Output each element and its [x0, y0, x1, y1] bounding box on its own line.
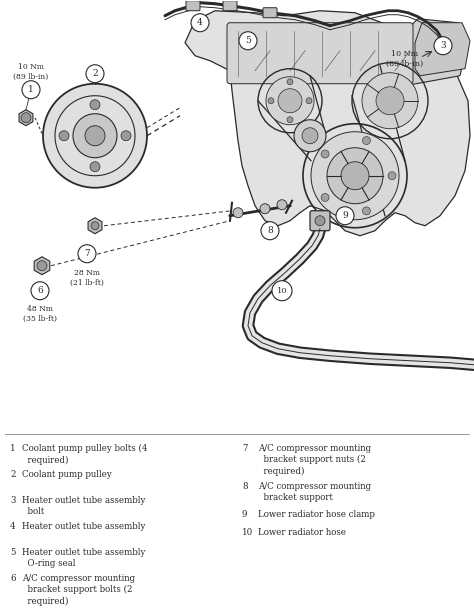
Text: 6: 6 [37, 286, 43, 295]
Text: Coolant pump pulley bolts (4
  required): Coolant pump pulley bolts (4 required) [22, 444, 147, 465]
Text: 48 Nm
(35 lb-ft): 48 Nm (35 lb-ft) [23, 305, 57, 323]
Circle shape [327, 147, 383, 204]
Circle shape [91, 222, 99, 230]
Circle shape [306, 98, 312, 103]
Text: 5: 5 [10, 548, 16, 557]
Circle shape [191, 13, 209, 32]
Text: Lower radiator hose clamp: Lower radiator hose clamp [258, 510, 375, 519]
Circle shape [37, 261, 47, 271]
Text: 3: 3 [10, 496, 15, 505]
Circle shape [341, 162, 369, 190]
Polygon shape [88, 218, 102, 234]
Text: 5: 5 [245, 36, 251, 45]
Circle shape [261, 222, 279, 240]
Circle shape [321, 193, 329, 201]
Text: 3: 3 [440, 41, 446, 50]
Circle shape [268, 98, 274, 103]
Text: A/C compressor mounting
  bracket support: A/C compressor mounting bracket support [258, 482, 371, 502]
Text: 10: 10 [277, 287, 287, 295]
Text: 6: 6 [10, 574, 16, 583]
Circle shape [278, 89, 302, 113]
Circle shape [315, 216, 325, 226]
Circle shape [85, 125, 105, 146]
Circle shape [287, 79, 293, 84]
Text: 1: 1 [28, 85, 34, 94]
Text: 2: 2 [10, 470, 16, 479]
Text: 9: 9 [342, 211, 348, 220]
Circle shape [363, 136, 371, 144]
Circle shape [336, 207, 354, 225]
Circle shape [260, 204, 270, 214]
Text: Heater outlet tube assembly: Heater outlet tube assembly [22, 522, 146, 531]
Text: 10: 10 [242, 528, 253, 537]
Text: Coolant pump pulley: Coolant pump pulley [22, 470, 112, 479]
Circle shape [434, 37, 452, 54]
Text: 8: 8 [267, 226, 273, 235]
Circle shape [311, 132, 399, 220]
Circle shape [239, 32, 257, 50]
Text: A/C compressor mounting
  bracket support nuts (2
  required): A/C compressor mounting bracket support … [258, 444, 371, 476]
Circle shape [90, 162, 100, 172]
Circle shape [321, 150, 329, 158]
Circle shape [266, 76, 314, 125]
Circle shape [86, 65, 104, 83]
Text: 7: 7 [84, 249, 90, 258]
Circle shape [287, 117, 293, 123]
Circle shape [43, 84, 147, 188]
Circle shape [31, 282, 49, 300]
Circle shape [22, 81, 40, 99]
Circle shape [277, 200, 287, 210]
Text: Lower radiator hose: Lower radiator hose [258, 528, 346, 537]
Text: 2: 2 [92, 69, 98, 78]
Text: 8: 8 [242, 482, 247, 491]
Text: 1: 1 [10, 444, 16, 453]
Circle shape [376, 87, 404, 114]
Polygon shape [19, 110, 33, 125]
Text: 4: 4 [197, 18, 203, 27]
FancyBboxPatch shape [263, 8, 277, 18]
FancyBboxPatch shape [310, 211, 330, 231]
FancyBboxPatch shape [186, 1, 200, 11]
Text: 28 Nm
(21 lb-ft): 28 Nm (21 lb-ft) [70, 269, 104, 286]
Polygon shape [415, 23, 470, 76]
Text: 7: 7 [242, 444, 247, 453]
Circle shape [121, 131, 131, 141]
Polygon shape [185, 11, 470, 236]
Circle shape [233, 207, 243, 218]
Text: Heater outlet tube assembly
  bolt: Heater outlet tube assembly bolt [22, 496, 146, 517]
Polygon shape [34, 256, 50, 275]
Polygon shape [398, 19, 468, 86]
Text: 10 Nm
(89 lb-in): 10 Nm (89 lb-in) [13, 63, 49, 81]
Text: Heater outlet tube assembly
  O-ring seal: Heater outlet tube assembly O-ring seal [22, 548, 146, 568]
Text: 9: 9 [242, 510, 247, 519]
Text: 4: 4 [10, 522, 16, 531]
Circle shape [272, 281, 292, 300]
Circle shape [90, 100, 100, 110]
Circle shape [302, 128, 318, 144]
Circle shape [78, 245, 96, 263]
Circle shape [294, 120, 326, 152]
Circle shape [21, 113, 31, 123]
Text: A/C compressor mounting
  bracket support bolts (2
  required): A/C compressor mounting bracket support … [22, 574, 135, 606]
Circle shape [59, 131, 69, 141]
FancyBboxPatch shape [227, 23, 413, 84]
Circle shape [362, 73, 418, 129]
Circle shape [363, 207, 371, 215]
Text: 10 Nm
(89 lb-in): 10 Nm (89 lb-in) [386, 50, 424, 68]
Circle shape [388, 172, 396, 180]
Circle shape [73, 114, 117, 158]
FancyBboxPatch shape [223, 1, 237, 11]
